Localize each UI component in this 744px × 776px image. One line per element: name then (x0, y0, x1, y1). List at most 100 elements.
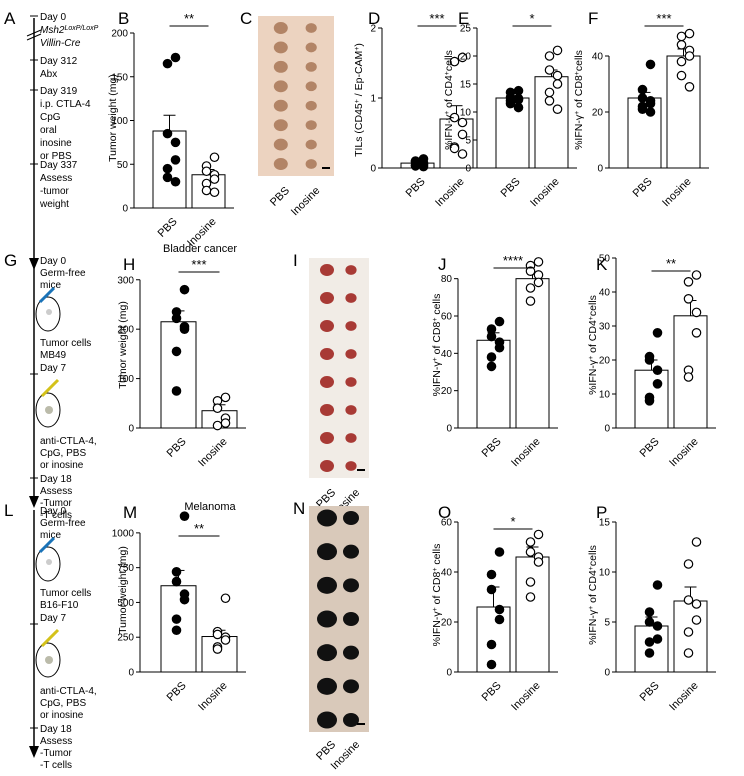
ytick-label-K: 30 (599, 322, 611, 333)
xtick-label-H-PBS: PBS (165, 436, 189, 460)
ytick-label-H: 100 (117, 374, 134, 385)
ytick-label-E: 5 (465, 136, 471, 147)
xtick-label-H-Inosine: Inosine (196, 436, 230, 470)
timeline-text: or inosine (40, 710, 84, 721)
point-J-Inosine (533, 277, 544, 288)
tumor-sample (305, 139, 317, 150)
photo-label-PBS: PBS (268, 185, 292, 209)
point-D-Inosine (449, 143, 460, 154)
tumor-sample (273, 99, 288, 112)
timeline-text: Assess (40, 486, 72, 497)
tumor-sample (273, 22, 288, 34)
tumor-sample (343, 679, 359, 694)
tumor-sample (345, 405, 357, 415)
tumor-sample (317, 711, 337, 729)
superscript: + (574, 71, 581, 75)
ytick-label-M: 250 (117, 633, 134, 644)
timeline-text: oral (40, 125, 57, 136)
point-P-Inosine (691, 599, 702, 609)
ylabel-part: Tumor weight (mg) (117, 546, 129, 634)
xtick-label-F-Inosine: Inosine (660, 176, 694, 210)
point-H-PBS (171, 386, 182, 396)
timeline-text: Germ-free (40, 268, 86, 279)
point-B-PBS (170, 52, 181, 63)
point-M-PBS (171, 625, 182, 636)
point-B-Inosine (201, 166, 212, 177)
ylabel-part: %IFN-γ (443, 114, 455, 150)
point-F-Inosine (684, 28, 695, 39)
timeline-break (26, 33, 42, 41)
point-K-Inosine (691, 270, 702, 280)
ylabel-part: cells (431, 294, 443, 318)
tumor-sample (320, 376, 334, 388)
ytick-label-D: 2 (370, 24, 376, 35)
point-P-PBS (652, 580, 663, 590)
point-H-PBS (179, 324, 190, 334)
timeline-text: anti-CTLA-4, (40, 436, 97, 447)
point-P-Inosine (683, 559, 694, 569)
point-P-PBS (644, 637, 655, 647)
timeline-text: -T cells (40, 510, 72, 521)
panel-letter-P: P (596, 503, 607, 522)
ylabel-part: cells (587, 545, 599, 566)
point-O-PBS (486, 659, 497, 670)
point-O-Inosine (533, 557, 544, 567)
point-P-Inosine (691, 615, 702, 625)
tumor-sample (345, 377, 357, 387)
timeline-text: -T cells (40, 760, 72, 771)
timeline-text: inosine (40, 138, 72, 149)
gene-name: Msh2 (40, 25, 65, 36)
superscript: + (444, 111, 451, 115)
point-E-Inosine (544, 87, 555, 98)
ytick-label-B: 0 (122, 204, 128, 215)
tumor-sample (320, 320, 334, 332)
superscript: + (444, 71, 451, 75)
point-F-Inosine (684, 51, 695, 61)
timeline-text: CpG, PBS (40, 698, 86, 709)
timeline-text: Day 337 (40, 160, 78, 171)
tumor-sample (345, 433, 357, 443)
syringe-icon (40, 628, 60, 648)
point-D-Inosine (449, 112, 460, 123)
syringe-icon (40, 378, 60, 398)
ylabel-part: %IFN-γ (587, 609, 599, 645)
tumor-sample (305, 81, 317, 92)
xtick-label-E-Inosine: Inosine (528, 176, 562, 210)
timeline-text: Day 0 (40, 256, 67, 267)
point-B-Inosine (201, 185, 212, 196)
point-J-PBS (486, 331, 497, 342)
panel-letter-C: C (240, 9, 252, 28)
ytick-label-O: 0 (446, 668, 452, 679)
timeline-text: -tumor (40, 186, 70, 197)
point-E-PBS (513, 102, 524, 113)
point-E-PBS (505, 98, 516, 109)
timeline-text: CpG (40, 112, 61, 123)
tumor-photo (309, 258, 369, 478)
ytick-label-J: 20 (441, 386, 453, 397)
ylabel-part: of CD8 (431, 572, 443, 608)
panel-letter-F: F (588, 9, 598, 28)
timeline-text: Assess (40, 173, 72, 184)
ylabel-part: Tumor weight (mg) (107, 74, 119, 162)
point-K-Inosine (691, 307, 702, 318)
point-P-Inosine (683, 648, 694, 658)
bar-M-Inosine (201, 636, 238, 673)
timeline-text: Tumor cells (40, 338, 91, 349)
panel-letter-H: H (123, 255, 135, 274)
ytick-label-M: 500 (117, 598, 134, 609)
ytick-label-P: 15 (599, 518, 611, 529)
xtick-label-F-PBS: PBS (631, 176, 655, 200)
panel-letter-O: O (438, 503, 451, 522)
ytick-label-H: 200 (117, 325, 134, 336)
tumor-sample (305, 23, 317, 33)
ylabel-M: Tumor weight (mg) (117, 546, 129, 634)
point-K-Inosine (683, 372, 694, 382)
point-E-Inosine (544, 51, 555, 61)
timeline-text: Germ-free (40, 518, 86, 529)
ytick-label-M: 750 (117, 563, 134, 574)
point-O-PBS (486, 584, 497, 595)
